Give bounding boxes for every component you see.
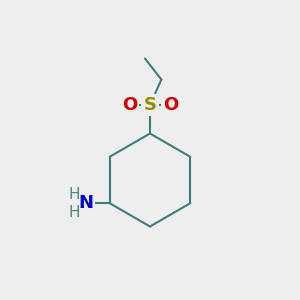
Text: O: O [122,96,137,114]
Text: N: N [78,194,93,212]
Text: H: H [69,187,80,202]
Text: H: H [69,205,80,220]
Text: O: O [163,96,178,114]
Text: S: S [143,96,157,114]
